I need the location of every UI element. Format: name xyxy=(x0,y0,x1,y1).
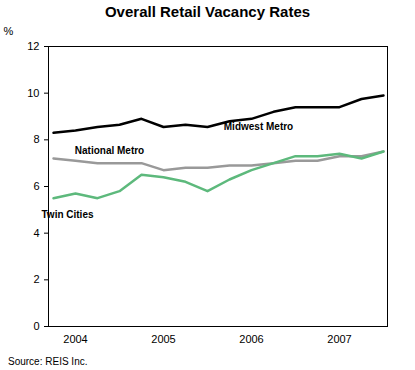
svg-text:Midwest Metro: Midwest Metro xyxy=(224,121,293,132)
svg-text:10: 10 xyxy=(27,87,39,99)
svg-text:2004: 2004 xyxy=(63,333,87,345)
svg-text:%: % xyxy=(4,25,14,37)
svg-text:12: 12 xyxy=(27,40,39,52)
svg-text:Twin Cities: Twin Cities xyxy=(41,209,93,220)
html-text:Overall Retail Vacancy Rates: Overall Retail Vacancy Rates xyxy=(104,3,311,20)
svg-text:4: 4 xyxy=(33,227,39,239)
svg-text:8: 8 xyxy=(33,133,39,145)
svg-text:2005: 2005 xyxy=(151,333,175,345)
svg-text:2: 2 xyxy=(33,273,39,285)
svg-text:2007: 2007 xyxy=(327,333,351,345)
svg-text:National Metro: National Metro xyxy=(75,145,144,156)
svg-text:2006: 2006 xyxy=(239,333,263,345)
html-text:Source: REIS Inc.: Source: REIS Inc. xyxy=(8,356,88,367)
svg-text:0: 0 xyxy=(33,320,39,332)
svg-text:6: 6 xyxy=(33,180,39,192)
